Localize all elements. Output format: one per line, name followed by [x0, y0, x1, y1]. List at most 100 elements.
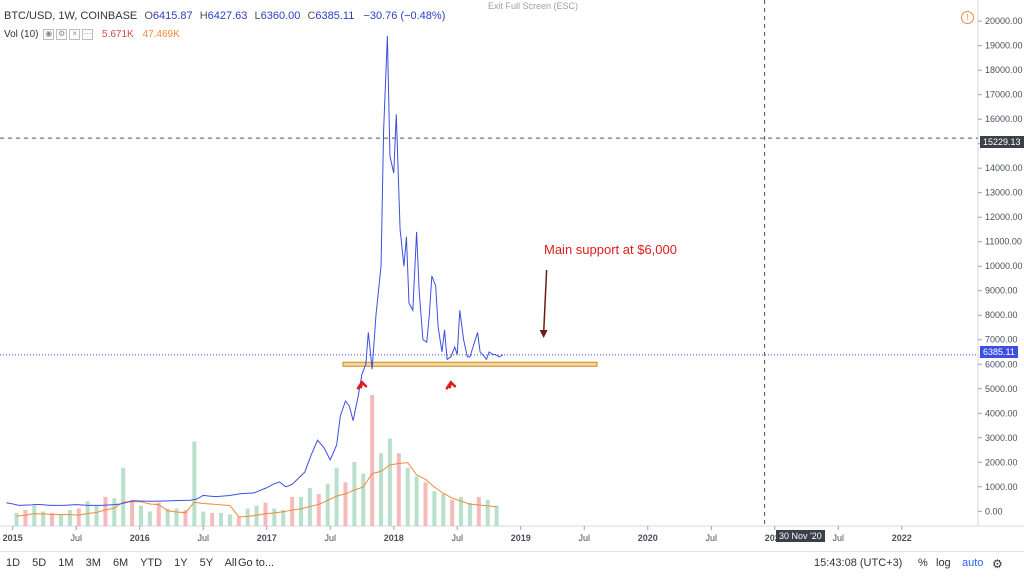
- volume-bar: [138, 505, 143, 526]
- volume-bar: [459, 496, 464, 526]
- y-tick-label: 16000.00: [985, 114, 1023, 124]
- log-toggle[interactable]: log: [936, 557, 951, 569]
- volume-value: 5.671K: [102, 29, 134, 41]
- y-tick-label: 20000.00: [985, 16, 1023, 26]
- volume-bar: [476, 496, 481, 526]
- info-icon[interactable]: !: [961, 11, 974, 24]
- volume-bar: [414, 476, 419, 526]
- eye-icon[interactable]: ◉: [43, 29, 55, 40]
- exit-fullscreen-link[interactable]: Exit Full Screen (ESC): [488, 1, 579, 11]
- symbol-legend: BTC/USD, 1W, COINBASE O6415.87 H6427.63 …: [4, 10, 445, 22]
- high-label: H: [199, 10, 208, 22]
- y-tick-label: 3000.00: [985, 433, 1018, 443]
- support-annotation: Main support at $6,000: [544, 242, 677, 257]
- volume-bar: [423, 482, 428, 526]
- range-5y[interactable]: 5Y: [199, 557, 214, 569]
- volume-bar: [201, 511, 206, 526]
- price-line: [6, 35, 504, 506]
- x-tick-label: 2022: [892, 533, 912, 543]
- volume-bar: [254, 505, 259, 526]
- y-tick-label: 10000.00: [985, 261, 1023, 271]
- y-tick-label: 12000.00: [985, 212, 1023, 222]
- range-1y[interactable]: 1Y: [174, 557, 188, 569]
- settings-gear-icon[interactable]: ⚙: [992, 557, 1003, 571]
- volume-bar: [441, 493, 446, 526]
- last-price-tag: 6385.11: [980, 346, 1018, 358]
- range-3m[interactable]: 3M: [85, 557, 101, 569]
- volume-bar: [41, 511, 46, 526]
- range-1m[interactable]: 1M: [58, 557, 74, 569]
- goto-button[interactable]: Go to...: [238, 557, 275, 569]
- settings-icon[interactable]: ⚙: [56, 29, 68, 40]
- range-all[interactable]: All: [224, 557, 237, 569]
- volume-bar: [103, 496, 108, 526]
- more-icon[interactable]: ⋯: [82, 29, 94, 40]
- x-tick-label: 2015: [3, 533, 23, 543]
- volume-bar: [290, 496, 295, 526]
- volume-ma-value: 47.469K: [142, 29, 180, 41]
- low-value: 6360.00: [260, 10, 301, 22]
- y-tick-label: 5000.00: [985, 384, 1018, 394]
- volume-bar: [94, 505, 99, 526]
- volume-bar: [183, 509, 188, 526]
- volume-bar: [361, 473, 366, 526]
- x-tick-label: 2019: [511, 533, 531, 543]
- x-tick-label: Jul: [833, 533, 845, 543]
- x-tick-label: 2021: [765, 533, 785, 543]
- volume-bar: [165, 508, 170, 526]
- volume-bar: [343, 482, 348, 526]
- volume-bar: [494, 505, 499, 526]
- volume-bar: [370, 395, 375, 526]
- range-6m[interactable]: 6M: [112, 557, 129, 569]
- volume-bar: [432, 491, 437, 526]
- y-tick-label: 13000.00: [985, 188, 1023, 198]
- y-tick-label: 2000.00: [985, 457, 1018, 467]
- open-value: 6415.87: [152, 10, 193, 22]
- volume-bar: [112, 498, 117, 526]
- volume-bar: [50, 512, 55, 526]
- close-value: 6385.11: [315, 10, 355, 22]
- y-tick-label: 19000.00: [985, 41, 1023, 51]
- volume-label[interactable]: Vol (10): [4, 29, 39, 41]
- y-tick-label: 7000.00: [985, 335, 1018, 345]
- y-tick-label: 0.00: [985, 506, 1003, 516]
- y-tick-label: 6000.00: [985, 359, 1018, 369]
- range-5d[interactable]: 5D: [32, 557, 47, 569]
- volume-bar: [23, 509, 28, 526]
- volume-bar: [32, 505, 37, 526]
- volume-bar: [272, 508, 277, 526]
- volume-bar: [450, 499, 455, 526]
- auto-toggle[interactable]: auto: [962, 557, 984, 569]
- volume-bar: [281, 509, 286, 526]
- volume-bar: [334, 467, 339, 526]
- support-marker-arrow: [356, 380, 368, 390]
- range-buttons: 1D 5D 1M 3M 6M YTD 1Y 5Y All: [6, 557, 246, 569]
- volume-bar: [245, 508, 250, 526]
- volume-bar: [147, 511, 152, 526]
- volume-legend: Vol (10) ◉ ⚙ × ⋯ 5.671K 47.469K: [4, 29, 180, 40]
- volume-bar: [236, 517, 241, 526]
- volume-bar: [352, 461, 357, 526]
- volume-bar: [121, 467, 126, 526]
- x-tick-label: 2017: [257, 533, 277, 543]
- volume-bar: [485, 499, 490, 526]
- close-icon[interactable]: ×: [69, 29, 81, 40]
- volume-bar: [67, 509, 72, 526]
- x-tick-label: Jul: [197, 533, 209, 543]
- y-tick-label: 4000.00: [985, 408, 1018, 418]
- range-ytd[interactable]: YTD: [140, 557, 163, 569]
- low-label: L: [254, 10, 261, 22]
- range-1d[interactable]: 1D: [6, 557, 21, 569]
- volume-bar: [325, 483, 330, 526]
- crosshair-date-tag: 30 Nov '20: [776, 530, 825, 542]
- symbol-title[interactable]: BTC/USD, 1W, COINBASE: [4, 10, 138, 22]
- open-label: O: [144, 10, 153, 22]
- volume-bar: [467, 502, 472, 526]
- volume-bar: [227, 514, 232, 526]
- volume-bar: [58, 514, 63, 526]
- percent-toggle[interactable]: %: [918, 557, 928, 569]
- annotation-arrowhead: [539, 330, 548, 338]
- volume-bar: [76, 508, 81, 526]
- volume-ma-line: [16, 462, 497, 518]
